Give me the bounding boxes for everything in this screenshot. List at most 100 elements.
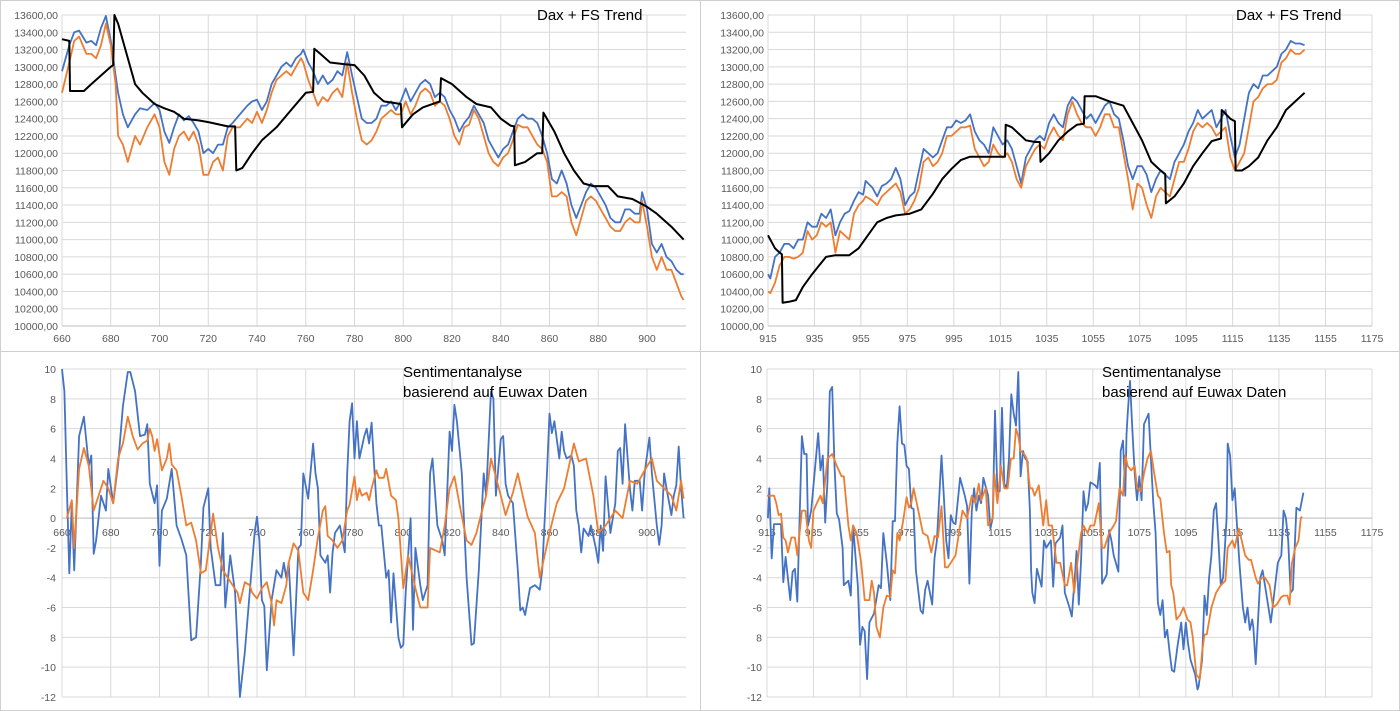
series-line-orange <box>61 22 685 301</box>
y-tick-label: 10600,00 <box>720 269 764 281</box>
y-tick-label: 13600,00 <box>720 10 764 22</box>
y-tick-label: 2 <box>756 483 762 495</box>
y-tick-label: 8 <box>50 394 56 406</box>
y-tick-label: 0 <box>50 513 56 525</box>
chart-title-dax-right: Dax + FS Trend <box>1236 7 1342 24</box>
y-tick-label: 10000,00 <box>720 321 764 333</box>
x-tick-label: 780 <box>346 527 364 539</box>
y-tick-label: -6 <box>47 603 56 615</box>
x-tick-label: 700 <box>151 333 169 345</box>
x-tick-label: 975 <box>899 333 917 345</box>
chart-1: 13600,00 13400,00 13200,00 13000,00 12800,00… <box>720 10 1383 345</box>
y-tick-label: 11800,00 <box>15 166 58 178</box>
y-tick-label: 12800,00 <box>720 79 764 91</box>
y-tick-label: 10800,00 <box>14 252 58 264</box>
y-tick-label: 13000,00 <box>14 62 58 74</box>
x-tick-label: 760 <box>297 333 315 345</box>
y-tick-label: -10 <box>747 662 762 674</box>
x-tick-label: 1175 <box>1361 527 1384 539</box>
series-line-orange <box>767 48 1306 295</box>
x-tick-label: 720 <box>199 527 217 539</box>
y-tick-label: -4 <box>47 573 56 585</box>
x-tick-label: 1055 <box>1082 333 1106 345</box>
y-tick-label: 11400,00 <box>15 200 58 212</box>
x-tick-label: 1175 <box>1361 333 1384 345</box>
chart-subtitle-sentiment-left: basierend auf Euwax Daten <box>403 384 588 401</box>
x-tick-label: 840 <box>492 527 510 539</box>
chart-subtitle-sentiment-right: basierend auf Euwax Daten <box>1102 384 1287 401</box>
y-tick-label: -2 <box>753 543 762 555</box>
series-line-black <box>61 14 685 241</box>
y-tick-label: 11200,00 <box>721 217 764 229</box>
y-tick-label: 8 <box>756 632 762 644</box>
x-tick-label: 900 <box>638 527 656 539</box>
x-tick-label: 760 <box>297 527 315 539</box>
y-tick-label: -2 <box>47 543 56 555</box>
chart-title-dax-left: Dax + FS Trend <box>537 7 643 24</box>
y-tick-label: 0 <box>756 513 762 525</box>
y-tick-label: -12 <box>747 692 762 704</box>
y-tick-label: 13400,00 <box>720 27 764 39</box>
series-line-blue <box>767 40 1305 280</box>
x-tick-label: 915 <box>759 333 777 345</box>
series-line-blue <box>767 371 1305 691</box>
y-tick-label: 11600,00 <box>15 183 58 195</box>
x-tick-label: 780 <box>346 333 364 345</box>
x-tick-label: 900 <box>638 333 656 345</box>
x-tick-label: 995 <box>945 333 963 345</box>
y-tick-label: 11200,00 <box>15 217 58 229</box>
series-line-blue <box>61 15 684 276</box>
x-tick-label: 1155 <box>1314 333 1337 345</box>
chart-0: 13600,00 13400,00 13200,00 13000,00 12800,00… <box>14 10 686 345</box>
y-tick-label: 12600,00 <box>720 96 764 108</box>
x-tick-label: 860 <box>541 333 559 345</box>
x-tick-label: 1015 <box>988 527 1012 539</box>
x-tick-label: 1035 <box>1035 527 1059 539</box>
y-tick-label: 8 <box>50 632 56 644</box>
x-tick-label: 955 <box>852 333 870 345</box>
chart-title-sentiment-right: Sentimentanalyse <box>1102 364 1222 381</box>
y-tick-label: -4 <box>753 573 762 585</box>
y-tick-label: 11800,00 <box>721 166 764 178</box>
y-tick-label: 13200,00 <box>720 45 764 57</box>
series-line-orange <box>767 427 1303 680</box>
x-tick-label: 740 <box>248 527 266 539</box>
x-tick-label: 1135 <box>1268 527 1291 539</box>
y-tick-label: 12200,00 <box>14 131 58 143</box>
x-tick-label: 720 <box>199 333 217 345</box>
y-tick-label: 10200,00 <box>720 304 764 316</box>
y-tick-label: -10 <box>41 662 56 674</box>
x-tick-label: 1015 <box>989 333 1013 345</box>
y-tick-label: 10200,00 <box>14 304 58 316</box>
y-tick-label: 12800,00 <box>14 79 58 91</box>
x-tick-label: 1115 <box>1222 333 1244 345</box>
x-tick-label: 1095 <box>1174 333 1198 345</box>
series-line-orange <box>66 415 685 627</box>
y-tick-label: 2 <box>50 483 56 495</box>
y-tick-label: 10600,00 <box>14 269 58 281</box>
y-tick-label: 11400,00 <box>721 200 764 212</box>
y-tick-label: 6 <box>756 424 762 436</box>
x-tick-label: 1075 <box>1128 333 1152 345</box>
x-tick-label: 700 <box>151 527 169 539</box>
y-tick-label: 10800,00 <box>720 252 764 264</box>
y-tick-label: -12 <box>41 692 56 704</box>
x-tick-label: 840 <box>492 333 510 345</box>
y-tick-label: 12600,00 <box>14 96 58 108</box>
y-tick-label: 10400,00 <box>720 286 764 298</box>
y-tick-label: 10000,00 <box>14 321 58 333</box>
y-tick-label: 12000,00 <box>720 148 764 160</box>
y-tick-label: 13200,00 <box>14 45 58 57</box>
x-tick-label: 680 <box>102 333 120 345</box>
y-tick-label: 12400,00 <box>14 114 58 126</box>
x-tick-label: 820 <box>443 333 461 345</box>
x-tick-label: 1035 <box>1035 333 1059 345</box>
y-tick-label: -6 <box>753 603 762 615</box>
x-tick-label: 1135 <box>1268 333 1291 345</box>
series-line-blue <box>61 368 685 698</box>
y-tick-label: 10 <box>44 364 56 376</box>
x-tick-label: 1095 <box>1174 527 1198 539</box>
y-tick-label: 13400,00 <box>14 27 58 39</box>
y-tick-label: 6 <box>50 424 56 436</box>
